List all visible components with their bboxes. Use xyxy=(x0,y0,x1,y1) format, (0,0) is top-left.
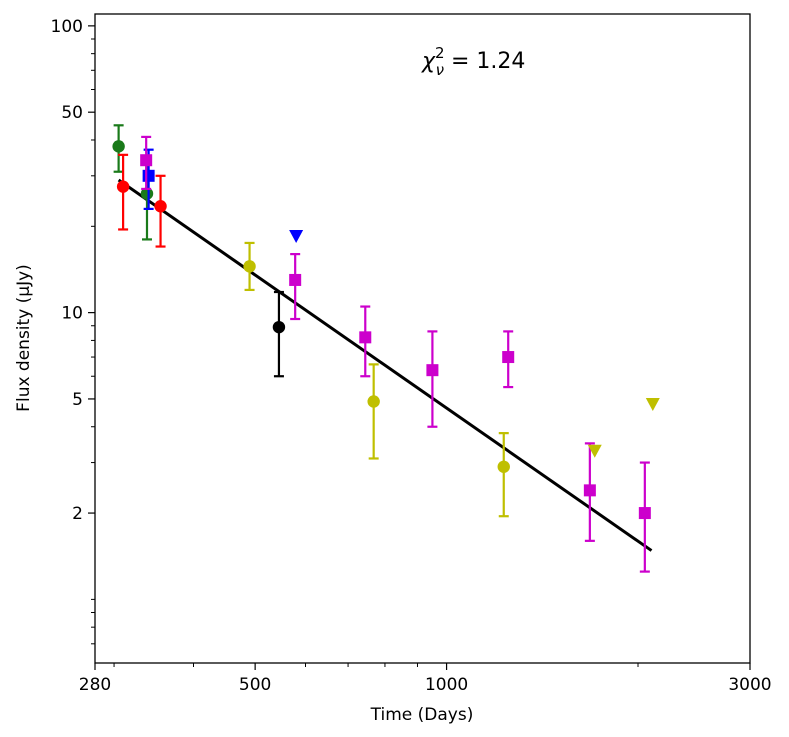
y-tick-label: 10 xyxy=(61,304,83,324)
blue-data-point xyxy=(142,169,155,182)
plot-area-frame xyxy=(94,13,751,664)
magenta-data-point xyxy=(289,273,302,286)
magenta-data-point xyxy=(426,364,439,377)
magenta-data-point xyxy=(140,154,153,167)
x-tick-label: 280 xyxy=(79,675,111,695)
y-tick-label: 5 xyxy=(72,390,83,410)
red-data-point xyxy=(116,180,130,193)
x-axis-label: Time (Days) xyxy=(370,705,474,725)
data-points-group xyxy=(112,124,660,573)
yellow-upper-limit-data-point xyxy=(587,444,602,458)
yellow-data-point xyxy=(243,260,256,273)
y-tick-label: 50 xyxy=(61,103,83,123)
magenta-data-point xyxy=(502,351,515,364)
chi-subscript: ν xyxy=(436,61,444,79)
y-tick-label: 2 xyxy=(72,504,83,524)
green-data-point xyxy=(140,187,154,200)
green-data-point xyxy=(112,140,125,153)
power-law-fit-line xyxy=(117,178,653,552)
magenta-data-point xyxy=(638,507,651,520)
yellow-upper-limit-data-point xyxy=(645,398,660,412)
y-tick-label: 100 xyxy=(51,17,83,37)
x-tick-label: 3000 xyxy=(728,675,771,695)
chi-value: = 1.24 xyxy=(444,49,525,74)
yellow-data-point xyxy=(497,460,510,473)
power-law-fit-group xyxy=(117,178,653,552)
x-tick-label: 500 xyxy=(239,675,271,695)
blue-upper-limit-data-point xyxy=(289,230,304,244)
magenta-data-point xyxy=(583,484,596,497)
x-tick-label: 1000 xyxy=(425,675,468,695)
chi-square-annotation: χ2 ν = 1.24 xyxy=(421,44,525,79)
yellow-data-point xyxy=(367,395,380,408)
magenta-data-point xyxy=(359,331,372,344)
chi-superscript: 2 xyxy=(435,44,445,62)
red-data-point xyxy=(154,200,167,213)
chi-symbol: χ xyxy=(421,49,436,74)
y-axis-label: Flux density (μJy) xyxy=(14,264,34,412)
black-data-point xyxy=(272,320,286,334)
